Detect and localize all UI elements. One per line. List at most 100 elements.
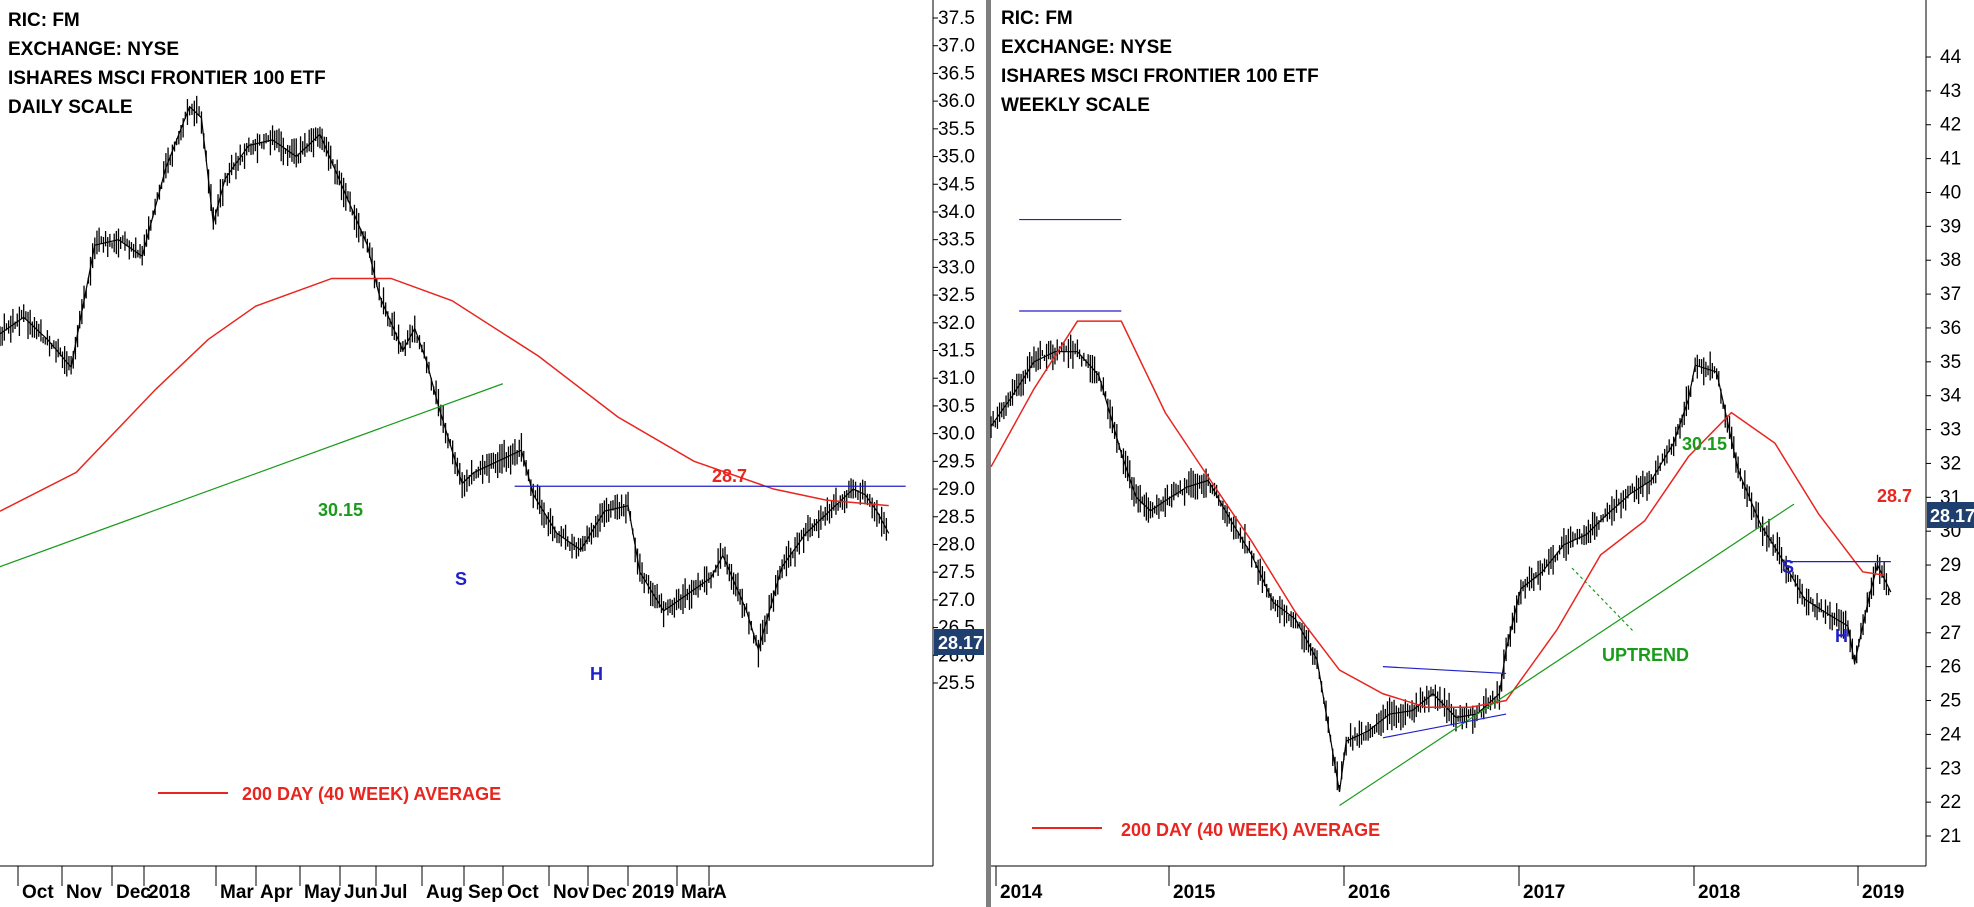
y-tick-label: 32 xyxy=(1940,453,1961,474)
y-tick-label: 36.0 xyxy=(938,91,975,112)
y-tick-label: 39 xyxy=(1940,216,1961,237)
head-label: H xyxy=(590,664,603,684)
x-tick-label: 2017 xyxy=(1523,882,1565,903)
y-tick-label: 28.5 xyxy=(938,507,975,528)
y-tick-label: 31.0 xyxy=(938,368,975,389)
daily-header-line-2: EXCHANGE: NYSE xyxy=(8,39,179,60)
y-tick-label: 25.5 xyxy=(938,673,975,694)
weekly-header-line-3: ISHARES MSCI FRONTIER 100 ETF xyxy=(1001,66,1319,87)
y-tick-label: 40 xyxy=(1940,182,1961,203)
uptrend-label: UPTREND xyxy=(1602,645,1689,665)
x-tick-label: 2018 xyxy=(148,882,190,903)
head-label: H xyxy=(1835,626,1848,646)
weekly-legend: 200 DAY (40 WEEK) AVERAGE xyxy=(1032,820,1380,840)
y-tick-label: 37.0 xyxy=(938,36,975,57)
y-tick-label: 26 xyxy=(1940,657,1961,678)
shoulder-label: S xyxy=(455,569,467,589)
x-tick-label: Sep xyxy=(468,882,503,903)
x-tick-label: 2014 xyxy=(1000,882,1043,903)
y-tick-label: 27 xyxy=(1940,623,1961,644)
x-tick-label: Nov xyxy=(553,882,589,903)
y-tick-label: 34.5 xyxy=(938,174,975,195)
moving-average-line xyxy=(990,320,1885,709)
daily-annotations: 30.15 28.7 S H xyxy=(318,466,747,684)
y-tick-label: 22 xyxy=(1940,792,1961,813)
y-tick-label: 30.5 xyxy=(938,396,975,417)
uptrend-line-line xyxy=(1339,503,1795,807)
y-tick-label: 35 xyxy=(1940,352,1961,373)
x-tick-label: Jul xyxy=(380,882,407,903)
x-tick-label: 2015 xyxy=(1173,882,1216,903)
uptrend-pointer xyxy=(1571,567,1635,633)
y-tick-label: 25 xyxy=(1940,691,1961,712)
x-tick-label: Nov xyxy=(66,882,102,903)
y-tick-label: 34 xyxy=(1940,386,1962,407)
x-tick-label: Apr xyxy=(260,882,293,903)
y-tick-label: 43 xyxy=(1940,81,1961,102)
daily-legend: 200 DAY (40 WEEK) AVERAGE xyxy=(158,784,501,804)
price-bars xyxy=(0,95,888,668)
y-tick-label: 30.0 xyxy=(938,424,975,445)
x-tick-label: 2019 xyxy=(1862,882,1904,903)
daily-price-series xyxy=(0,95,906,668)
x-tick-label: May xyxy=(304,882,341,903)
trend-value-label: 30.15 xyxy=(1682,434,1727,454)
x-tick-label: Oct xyxy=(22,882,54,903)
y-tick-label: 28 xyxy=(1940,589,1961,610)
y-tick-label: 29 xyxy=(1940,555,1961,576)
y-tick-label: 33.5 xyxy=(938,230,975,251)
ma-value-label: 28.7 xyxy=(712,466,747,486)
weekly-y-ticks: 2122232425262728293031323334353637383940… xyxy=(1926,47,1962,847)
weekly-current-price: 28.17 xyxy=(1930,506,1974,526)
daily-legend-label: 200 DAY (40 WEEK) AVERAGE xyxy=(242,784,501,804)
y-tick-label: 28.0 xyxy=(938,534,975,555)
daily-header-line-1: RIC: FM xyxy=(8,10,80,31)
x-tick-label: Mar xyxy=(220,882,254,903)
x-tick-label: Dec xyxy=(116,882,151,903)
y-tick-label: 32.0 xyxy=(938,313,975,334)
daily-current-price-badge: 28.17 xyxy=(934,629,984,655)
y-tick-label: 36.5 xyxy=(938,63,975,84)
x-tick-label: Oct xyxy=(507,882,539,903)
weekly-price-series xyxy=(990,218,1892,807)
y-tick-label: 33 xyxy=(1940,420,1961,441)
y-tick-label: 29.5 xyxy=(938,451,975,472)
weekly-annotations: 30.15 28.7 S H UPTREND xyxy=(1571,434,1912,665)
daily-header-line-3: ISHARES MSCI FRONTIER 100 ETF xyxy=(8,68,326,89)
y-tick-label: 31.5 xyxy=(938,341,975,362)
price-line xyxy=(990,351,1892,793)
x-tick-label: Aug xyxy=(426,882,463,903)
moving-average-line xyxy=(0,277,889,512)
y-tick-label: 36 xyxy=(1940,318,1961,339)
x-tick-label: A xyxy=(713,882,727,903)
trend-value-label: 30.15 xyxy=(318,500,363,520)
weekly-current-price-badge: 28.17 xyxy=(1927,502,1974,528)
y-tick-label: 32.5 xyxy=(938,285,975,306)
panel-divider xyxy=(986,0,991,907)
uptrend-line-line xyxy=(0,383,503,568)
y-tick-label: 29.0 xyxy=(938,479,975,500)
x-tick-label: 2016 xyxy=(1348,882,1390,903)
x-tick-label: 2019 xyxy=(632,882,674,903)
daily-header: RIC: FM EXCHANGE: NYSE ISHARES MSCI FRON… xyxy=(8,10,326,118)
weekly-header-line-2: EXCHANGE: NYSE xyxy=(1001,37,1172,58)
weekly-header: RIC: FM EXCHANGE: NYSE ISHARES MSCI FRON… xyxy=(1001,8,1319,116)
triangle-lower-line xyxy=(1382,713,1507,739)
y-tick-label: 33.0 xyxy=(938,257,975,278)
y-tick-label: 23 xyxy=(1940,758,1961,779)
price-line xyxy=(0,105,890,652)
y-tick-label: 34.0 xyxy=(938,202,975,223)
x-tick-label: Jun xyxy=(344,882,378,903)
x-tick-label: Dec xyxy=(592,882,627,903)
weekly-legend-label: 200 DAY (40 WEEK) AVERAGE xyxy=(1121,820,1380,840)
y-tick-label: 21 xyxy=(1940,826,1961,847)
weekly-header-line-1: RIC: FM xyxy=(1001,8,1073,29)
y-tick-label: 35.0 xyxy=(938,147,975,168)
weekly-header-line-4: WEEKLY SCALE xyxy=(1001,95,1150,116)
y-tick-label: 41 xyxy=(1940,149,1961,170)
y-tick-label: 27.5 xyxy=(938,562,975,583)
